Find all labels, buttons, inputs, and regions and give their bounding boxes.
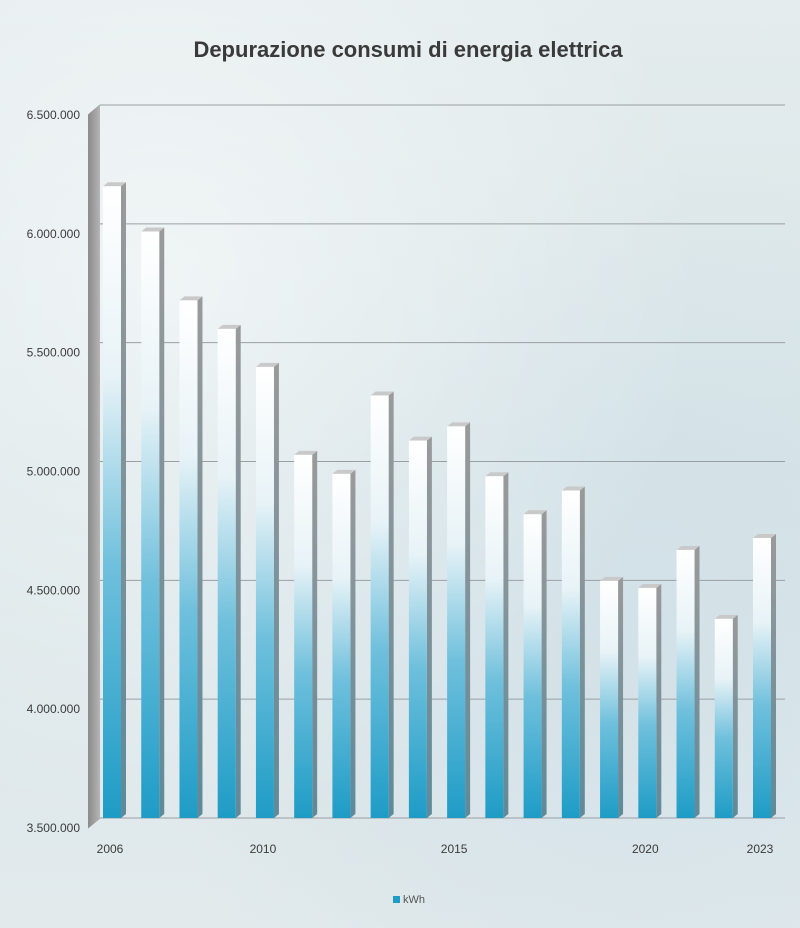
bar-front bbox=[408, 440, 427, 818]
x-tick-label: 2010 bbox=[250, 842, 277, 856]
bar bbox=[370, 391, 394, 818]
bars bbox=[103, 182, 776, 819]
bar-front bbox=[600, 580, 619, 818]
bar bbox=[753, 534, 776, 818]
y-tick-label: 6.500.000 bbox=[27, 108, 81, 122]
bar bbox=[600, 576, 624, 818]
bar bbox=[638, 583, 662, 818]
bar bbox=[485, 472, 509, 818]
left-wall bbox=[88, 105, 100, 828]
bar-side bbox=[159, 227, 165, 818]
bar-top bbox=[370, 391, 394, 396]
bar bbox=[523, 510, 547, 818]
bar bbox=[103, 182, 126, 819]
bar bbox=[714, 614, 738, 818]
bar-top bbox=[255, 362, 279, 367]
bar-side bbox=[541, 510, 547, 818]
bar-front bbox=[638, 587, 657, 818]
bar bbox=[294, 450, 318, 818]
bar-front bbox=[714, 618, 733, 818]
bar-top bbox=[714, 614, 738, 619]
bar-side bbox=[465, 422, 471, 818]
bar-top bbox=[523, 510, 547, 515]
bar-side bbox=[197, 296, 203, 818]
legend-label: kWh bbox=[403, 894, 425, 906]
bar-top bbox=[561, 486, 585, 491]
x-tick-label: 2023 bbox=[747, 842, 774, 856]
bar-side bbox=[503, 472, 509, 818]
bar bbox=[676, 545, 700, 818]
bar-side bbox=[273, 362, 279, 818]
x-tick-label: 2020 bbox=[632, 842, 659, 856]
bar bbox=[447, 422, 471, 818]
x-axis-ticks: 2006 2010 2015 2020 2023 bbox=[97, 842, 774, 856]
bar-front bbox=[523, 514, 542, 818]
bar-front bbox=[370, 395, 389, 818]
bar-front bbox=[141, 231, 160, 818]
bar-side bbox=[121, 182, 126, 819]
bar-top bbox=[408, 436, 432, 441]
bar-top bbox=[141, 227, 165, 232]
bar-front bbox=[753, 538, 771, 818]
bar-top bbox=[676, 545, 700, 550]
legend-swatch bbox=[393, 896, 400, 903]
bar-front bbox=[255, 366, 274, 818]
y-tick-label: 3.500.000 bbox=[27, 821, 81, 835]
bar-top bbox=[447, 422, 471, 427]
bar-front bbox=[485, 476, 504, 818]
y-tick-label: 4.000.000 bbox=[27, 702, 81, 716]
bar-top bbox=[485, 472, 509, 477]
bar-front bbox=[294, 454, 313, 818]
bar-side bbox=[426, 436, 432, 818]
bar bbox=[179, 296, 203, 818]
bar bbox=[255, 362, 279, 818]
bar-top bbox=[217, 324, 241, 329]
y-tick-label: 6.000.000 bbox=[27, 227, 81, 241]
y-tick-label: 4.500.000 bbox=[27, 583, 81, 597]
bar-front bbox=[217, 328, 236, 818]
bar bbox=[332, 469, 356, 818]
bar-front bbox=[561, 490, 580, 818]
bar-front bbox=[332, 473, 351, 818]
bar-top bbox=[103, 182, 126, 187]
y-axis-ticks: 3.500.000 4.000.000 4.500.000 5.000.000 5.50… bbox=[27, 108, 81, 835]
chart-title: Depurazione consumi di energia elettrica bbox=[193, 37, 623, 62]
bar bbox=[408, 436, 432, 818]
bar bbox=[141, 227, 165, 818]
bar-side bbox=[732, 614, 738, 818]
bar bbox=[561, 486, 585, 818]
x-tick-label: 2006 bbox=[97, 842, 124, 856]
bar-top bbox=[638, 583, 662, 588]
bar-top bbox=[179, 296, 203, 301]
bar-front bbox=[676, 549, 695, 818]
bar-side bbox=[618, 576, 624, 818]
bar-side bbox=[694, 545, 700, 818]
bar-front bbox=[447, 426, 466, 818]
bar-side bbox=[656, 583, 662, 818]
axis-walls bbox=[88, 105, 100, 828]
bar-side bbox=[235, 324, 241, 818]
y-tick-label: 5.500.000 bbox=[27, 346, 81, 360]
bar bbox=[217, 324, 241, 818]
bar-side bbox=[312, 450, 318, 818]
legend: kWh bbox=[393, 894, 425, 906]
bar-side bbox=[350, 469, 356, 818]
bar-top bbox=[294, 450, 318, 455]
bar-side bbox=[579, 486, 585, 818]
bar-side bbox=[771, 534, 776, 818]
bar-front bbox=[103, 186, 121, 819]
bar-top bbox=[753, 534, 776, 539]
bar-top bbox=[332, 469, 356, 474]
bar-front bbox=[179, 300, 198, 818]
x-tick-label: 2015 bbox=[441, 842, 468, 856]
bar-side bbox=[388, 391, 394, 818]
y-tick-label: 5.000.000 bbox=[27, 465, 81, 479]
bar-top bbox=[600, 576, 624, 581]
